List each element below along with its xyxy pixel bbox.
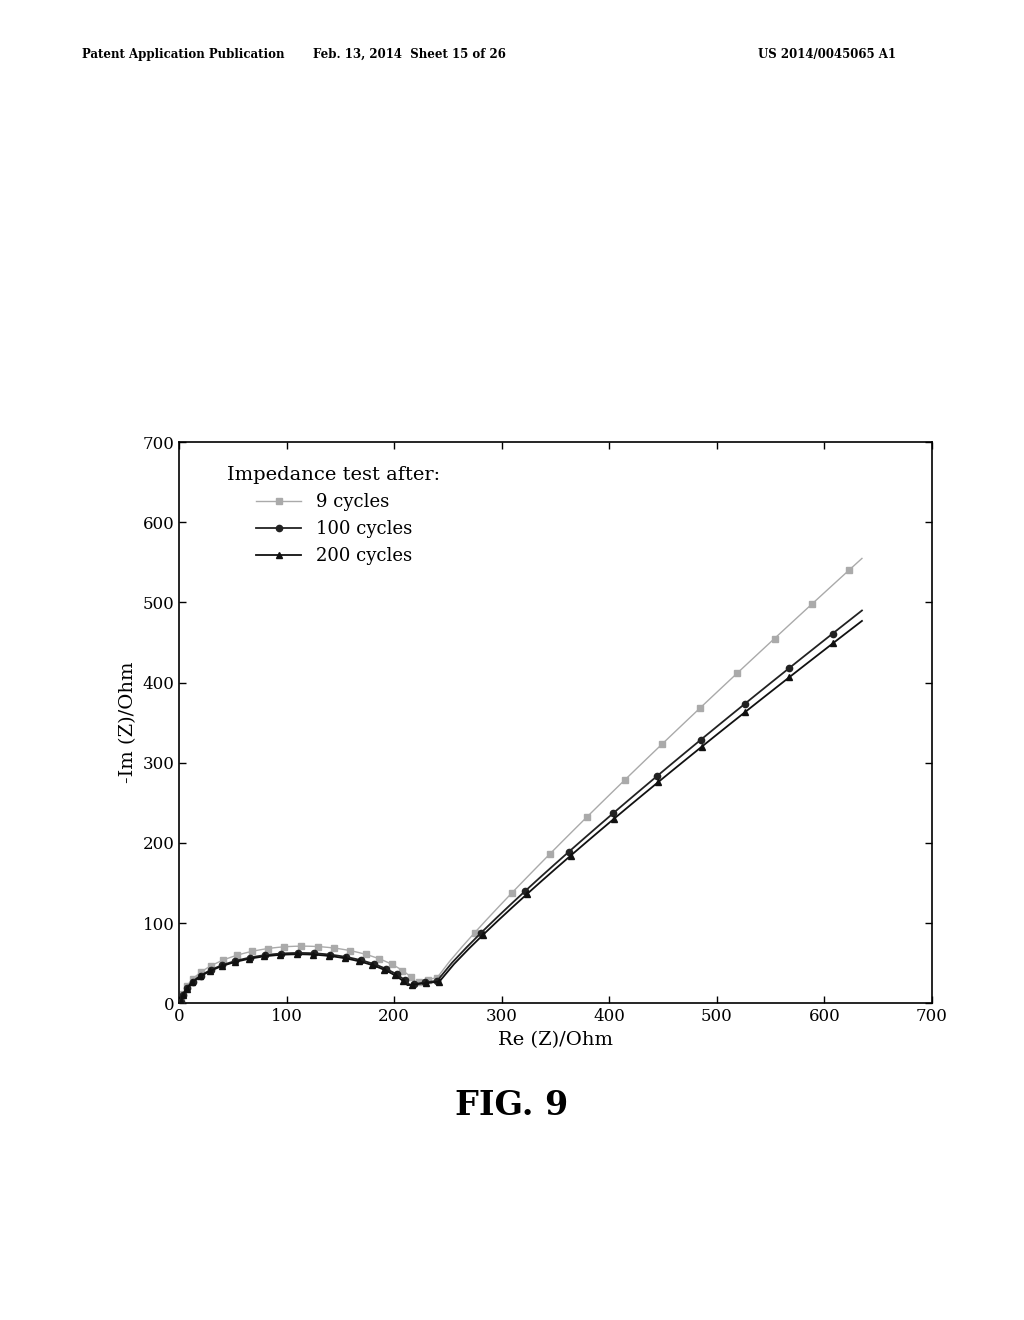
- 100 cycles: [380, 961, 392, 977]
- 100 cycles: [259, 948, 271, 964]
- 100 cycles: [856, 602, 868, 618]
- 200 cycles: [175, 994, 187, 1010]
- 200 cycles: [367, 957, 379, 973]
- Text: Feb. 13, 2014  Sheet 15 of 26: Feb. 13, 2014 Sheet 15 of 26: [313, 48, 506, 61]
- 200 cycles: [333, 949, 345, 965]
- 200 cycles: [378, 962, 390, 978]
- Text: Patent Application Publication: Patent Application Publication: [82, 48, 285, 61]
- Line: 100 cycles: 100 cycles: [178, 607, 865, 1006]
- 100 cycles: [368, 956, 380, 972]
- 100 cycles: [175, 994, 187, 1010]
- Text: FIG. 9: FIG. 9: [456, 1089, 568, 1122]
- 100 cycles: [738, 696, 751, 711]
- Y-axis label: -Im (Z)/Ohm: -Im (Z)/Ohm: [119, 661, 137, 784]
- X-axis label: Re (Z)/Ohm: Re (Z)/Ohm: [498, 1031, 613, 1048]
- 9 cycles: [182, 975, 195, 991]
- 200 cycles: [198, 966, 210, 982]
- 9 cycles: [856, 550, 868, 566]
- Line: 9 cycles: 9 cycles: [178, 556, 865, 1006]
- 200 cycles: [258, 949, 270, 965]
- 100 cycles: [335, 948, 347, 964]
- 9 cycles: [481, 911, 494, 927]
- 9 cycles: [413, 974, 425, 990]
- 200 cycles: [856, 612, 868, 628]
- 100 cycles: [198, 966, 210, 982]
- Text: US 2014/0045065 A1: US 2014/0045065 A1: [758, 48, 896, 61]
- 9 cycles: [175, 994, 187, 1010]
- 9 cycles: [251, 942, 263, 958]
- 200 cycles: [739, 704, 752, 719]
- 9 cycles: [544, 846, 556, 862]
- Legend: 9 cycles, 100 cycles, 200 cycles: 9 cycles, 100 cycles, 200 cycles: [218, 457, 450, 574]
- Line: 200 cycles: 200 cycles: [178, 618, 865, 1006]
- 9 cycles: [365, 948, 377, 964]
